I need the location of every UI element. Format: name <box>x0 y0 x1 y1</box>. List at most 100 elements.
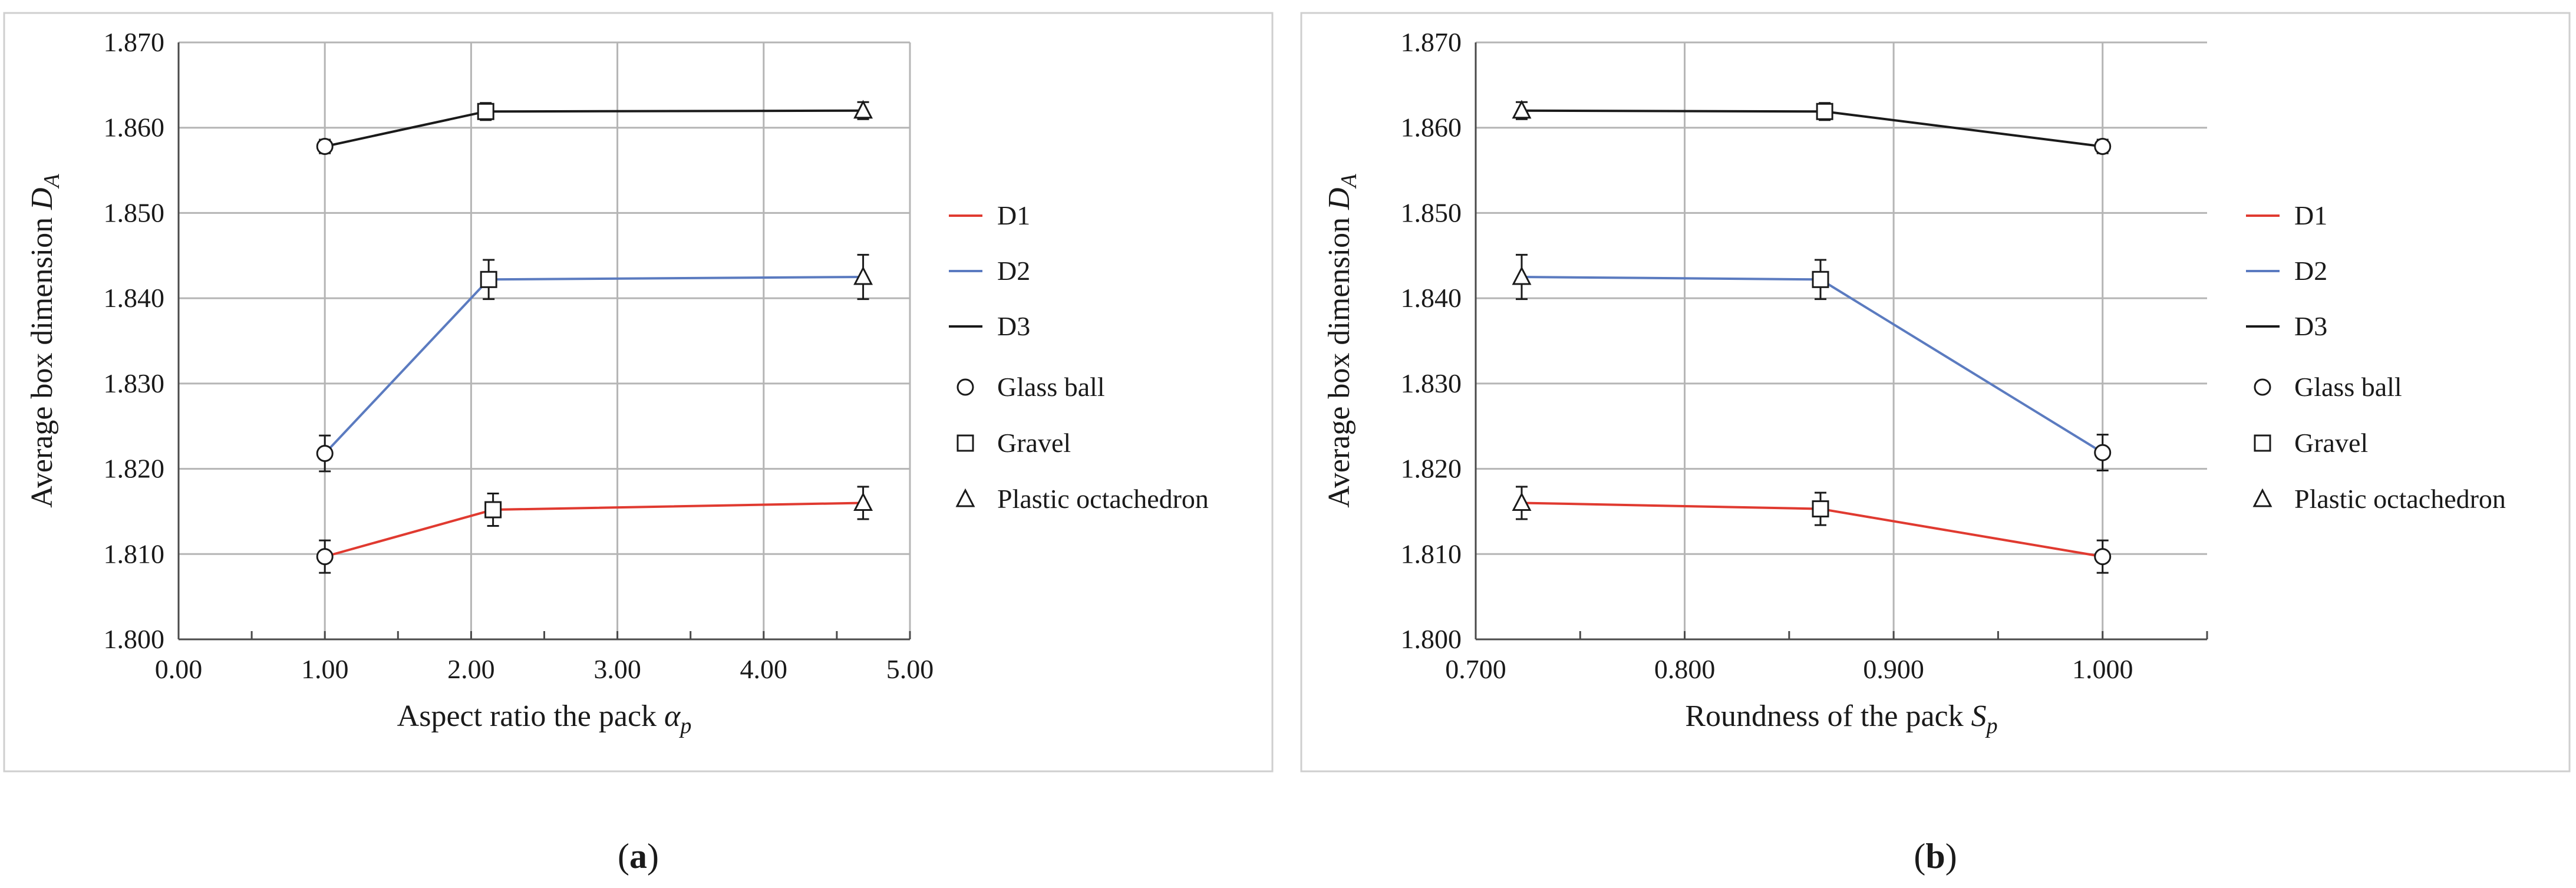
x-tick-label: 0.00 <box>155 654 203 684</box>
data-point-D2-square <box>1812 270 1829 288</box>
x-tick-label: 0.900 <box>1863 654 1924 684</box>
data-point-D2-triangle <box>853 266 873 285</box>
y-tick-label: 1.810 <box>1401 539 1462 569</box>
y-tick-label: 1.820 <box>1401 454 1462 484</box>
legend-symbol-triangle <box>955 488 975 507</box>
y-axis-title-subscript: A <box>1337 173 1361 189</box>
y-tick-label: 1.840 <box>1401 283 1462 313</box>
panel-label-close: ) <box>647 837 659 876</box>
y-axis-title-symbol: D <box>25 187 59 217</box>
y-tick-label: 1.860 <box>1401 113 1462 143</box>
panel-label-close: ) <box>1945 837 1957 876</box>
x-tick-label: 1.00 <box>301 654 349 684</box>
x-axis-title: Aspect ratio the pack αp <box>397 699 692 738</box>
y-tick-label: 1.870 <box>1401 27 1462 57</box>
legend-label-D2: D2 <box>997 256 1030 286</box>
x-tick-label: 1.000 <box>2072 654 2133 684</box>
x-tick-label: 5.00 <box>886 654 934 684</box>
data-point-D2-square <box>480 270 497 288</box>
series-D3 <box>1512 100 2112 156</box>
legend-symbol-square <box>2254 434 2271 452</box>
legend-marker-label: Glass ball <box>997 372 1105 402</box>
legend-label-D1: D1 <box>997 200 1030 230</box>
x-axis-title-symbol: S <box>1964 699 1987 733</box>
x-axis-title-text: Aspect ratio the pack <box>397 699 657 733</box>
data-point-D1-circle <box>316 548 334 566</box>
data-point-D2-triangle <box>1512 266 1532 285</box>
y-axis-title: Average box dimension DA <box>1322 173 1361 507</box>
y-axis-title-subscript: A <box>39 173 64 189</box>
data-point-D2-circle <box>2094 444 2112 461</box>
data-point-D1-square <box>484 501 502 519</box>
y-tick-label: 1.800 <box>104 624 165 654</box>
data-point-D2-circle <box>316 445 334 463</box>
series-D2 <box>1512 253 2112 471</box>
data-point-D3-triangle <box>853 100 873 119</box>
series-D2 <box>316 253 873 473</box>
panel-label-open: ( <box>1914 837 1925 876</box>
x-axis-title-subscript: p <box>678 714 691 738</box>
y-tick-label: 1.810 <box>104 539 165 569</box>
chart-panel-b: 1.800 1.810 1.820 1.830 1.840 1.850 1.860 1.870… <box>1297 0 2576 888</box>
data-point-D3-triangle <box>1512 100 1532 119</box>
y-tick-label: 1.830 <box>1401 368 1462 398</box>
x-tick-label: 2.00 <box>447 654 495 684</box>
data-point-D1-square <box>1812 500 1829 518</box>
data-point-D3-square <box>1816 103 1833 120</box>
x-tick-label: 0.700 <box>1445 654 1506 684</box>
y-tick-label: 1.800 <box>1401 624 1462 654</box>
data-point-D1-triangle <box>1512 492 1532 511</box>
y-tick-label: 1.860 <box>104 113 165 143</box>
data-point-D1-triangle <box>853 492 873 511</box>
legend-marker-label: Gravel <box>997 428 1071 458</box>
series-D1 <box>316 486 873 574</box>
chart-frame <box>3 12 1274 773</box>
data-point-D3-circle <box>2094 138 2112 156</box>
y-axis-title-text: Average box dimension <box>1322 217 1356 508</box>
y-tick-label: 1.850 <box>104 197 165 227</box>
panel-label: (a) <box>618 837 659 876</box>
x-axis-title-text: Roundness of the pack <box>1685 699 1963 733</box>
data-point-D3-circle <box>316 138 334 156</box>
panel-label: (b) <box>1914 837 1957 876</box>
grid <box>1476 41 2207 639</box>
panel-label-letter: b <box>1925 837 1945 876</box>
x-axis-title: Roundness of the pack Sp <box>1685 699 1997 738</box>
legend-marker-label: Gravel <box>2294 428 2368 458</box>
legend-symbol-square <box>956 434 974 452</box>
legend-label-D2: D2 <box>2294 256 2327 286</box>
grid <box>179 41 911 639</box>
legend-symbol-triangle <box>2252 488 2272 507</box>
y-axis-title-symbol: D <box>1322 187 1356 217</box>
y-tick-label: 1.870 <box>104 27 165 57</box>
x-tick-label: 0.800 <box>1654 654 1716 684</box>
y-tick-label: 1.820 <box>104 454 165 484</box>
panel-label-letter: a <box>629 837 647 876</box>
panel-label-open: ( <box>618 837 629 876</box>
legend-marker-label: Glass ball <box>2294 372 2402 402</box>
axes <box>177 42 911 641</box>
legend-marker-label: Plastic octachedron <box>997 484 1209 514</box>
legend-symbol-circle <box>2254 378 2271 396</box>
legend-marker-label: Plastic octachedron <box>2294 484 2506 514</box>
chart-panel-a: 1.800 1.810 1.820 1.830 1.840 1.850 1.860 1.870… <box>0 0 1279 888</box>
y-axis-title: Average box dimension DA <box>25 173 64 507</box>
y-axis-title-text: Average box dimension <box>25 217 59 508</box>
y-tick-label: 1.850 <box>1401 197 1462 227</box>
legend: D1 D2 D3 Glass ball Gravel Plastic octachedro… <box>2246 200 2506 514</box>
legend: D1 D2 D3 Glass ball Gravel Plastic octachedro… <box>949 200 1209 514</box>
x-axis-title-symbol: α <box>657 699 681 733</box>
y-tick-label: 1.830 <box>104 368 165 398</box>
chart-a-svg: 1.800 1.810 1.820 1.830 1.840 1.850 1.860 1.870… <box>3 12 1274 876</box>
legend-label-D3: D3 <box>997 311 1030 341</box>
chart-b-svg: 1.800 1.810 1.820 1.830 1.840 1.850 1.860 1.870… <box>1300 12 2571 876</box>
x-tick-label: 4.00 <box>740 654 788 684</box>
x-axis-title-subscript: p <box>1985 714 1998 738</box>
data-point-D3-square <box>477 103 494 120</box>
legend-label-D1: D1 <box>2294 200 2327 230</box>
y-tick-label: 1.840 <box>104 283 165 313</box>
series-D3 <box>316 100 873 156</box>
chart-frame <box>1300 12 2571 773</box>
x-tick-label: 3.00 <box>593 654 641 684</box>
data-point-D1-circle <box>2094 548 2112 566</box>
